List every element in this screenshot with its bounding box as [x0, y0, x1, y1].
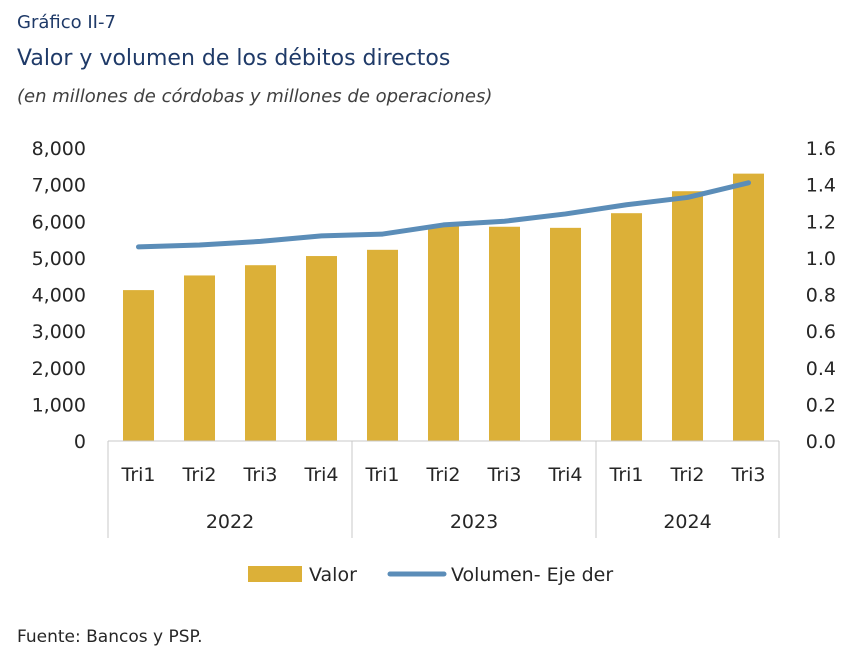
- bar: [489, 226, 520, 441]
- x-group-label: 2022: [206, 511, 254, 533]
- x-group-label: 2024: [663, 511, 711, 533]
- y-tick-label: 4,000: [32, 285, 86, 307]
- bar: [733, 173, 764, 441]
- legend-label-valor: Valor: [309, 564, 357, 586]
- bar: [184, 275, 215, 441]
- y-tick-label: 1,000: [32, 394, 86, 416]
- y-tick-label: 7,000: [32, 175, 86, 197]
- chart-subtitle: (en millones de córdobas y millones de o…: [17, 86, 493, 107]
- y-tick-label: 0: [74, 431, 86, 453]
- y2-tick-label: 0.8: [806, 285, 836, 307]
- bar: [367, 249, 398, 441]
- x-tick-label: Tri3: [731, 464, 766, 486]
- chart-label: Gráfico II-7: [17, 12, 116, 33]
- y-tick-label: 3,000: [32, 321, 86, 343]
- y-tick-label: 6,000: [32, 211, 86, 233]
- x-tick-label: Tri2: [426, 464, 461, 486]
- y2-tick-label: 0.2: [806, 394, 836, 416]
- x-tick-label: Tri1: [365, 464, 400, 486]
- y-tick-label: 8,000: [32, 138, 86, 160]
- chart-title: Valor y volumen de los débitos directos: [17, 46, 451, 71]
- x-group-label: 2023: [450, 511, 498, 533]
- legend-swatch-valor: [248, 566, 302, 582]
- y2-tick-label: 0.0: [806, 431, 836, 453]
- x-tick-label: Tri3: [487, 464, 522, 486]
- y2-tick-label: 1.6: [806, 138, 836, 160]
- source-note: Fuente: Bancos y PSP.: [17, 627, 203, 647]
- y2-tick-label: 0.6: [806, 321, 836, 343]
- bar: [306, 256, 337, 441]
- bar: [672, 191, 703, 441]
- y2-tick-label: 1.2: [806, 211, 836, 233]
- x-tick-label: Tri1: [609, 464, 644, 486]
- bar: [428, 225, 459, 441]
- y-tick-label: 2,000: [32, 358, 86, 380]
- legend-label-volumen: Volumen- Eje der: [451, 564, 613, 586]
- x-tick-label: Tri4: [304, 464, 339, 486]
- x-tick-label: Tri1: [121, 464, 156, 486]
- y2-tick-label: 1.4: [806, 175, 836, 197]
- x-tick-label: Tri2: [182, 464, 217, 486]
- y2-tick-label: 1.0: [806, 248, 836, 270]
- bar: [611, 213, 642, 441]
- volume-line: [136, 180, 751, 250]
- bar: [123, 290, 154, 441]
- x-tick-label: Tri2: [670, 464, 705, 486]
- bar: [245, 265, 276, 441]
- bar: [550, 227, 581, 441]
- x-tick-label: Tri4: [548, 464, 583, 486]
- x-tick-label: Tri3: [243, 464, 278, 486]
- y2-tick-label: 0.4: [806, 358, 836, 380]
- y-tick-label: 5,000: [32, 248, 86, 270]
